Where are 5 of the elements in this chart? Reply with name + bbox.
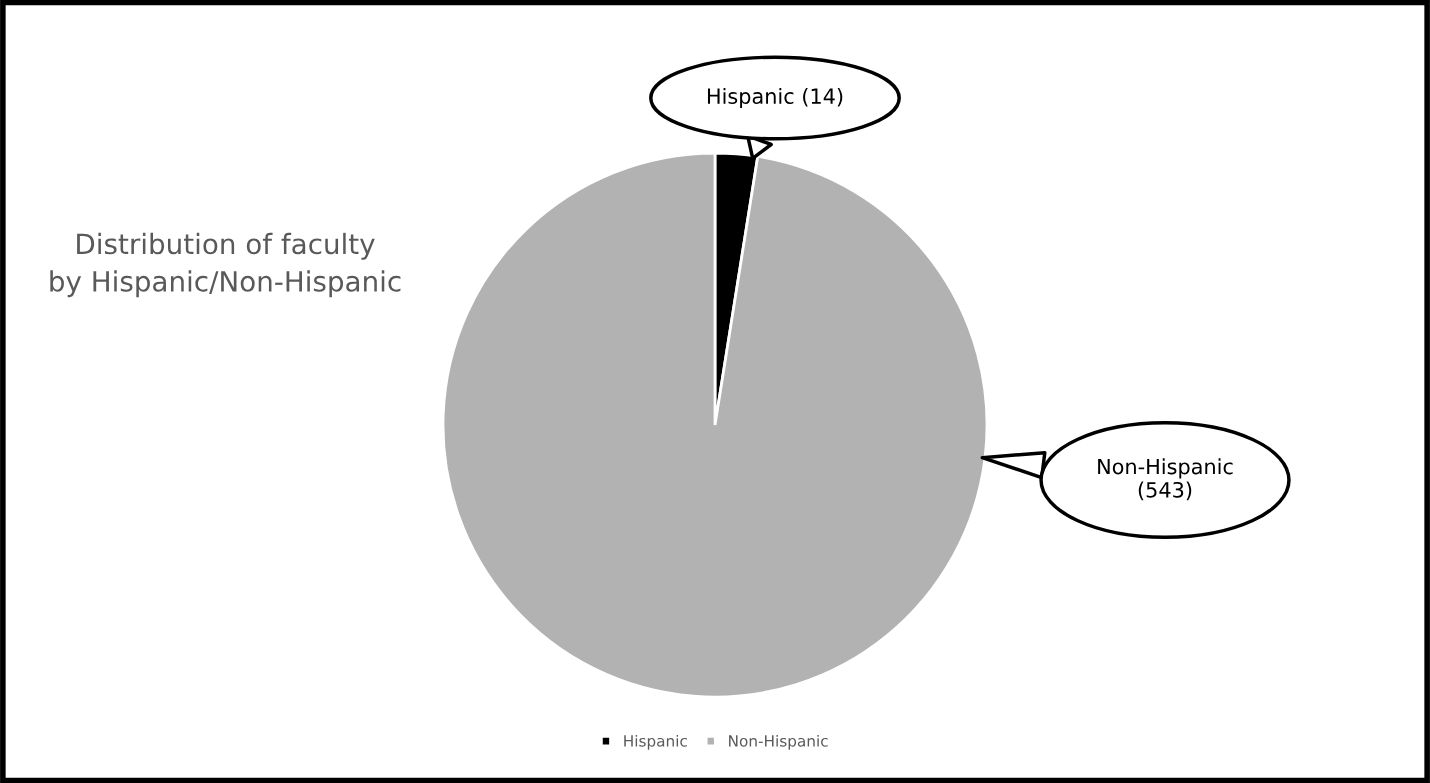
data-label: Hispanic (14): [707, 87, 843, 109]
legend-label: Hispanic: [624, 734, 687, 750]
legend-label: Non-Hispanic: [729, 734, 828, 750]
data-label: Non-Hispanic (543): [1098, 458, 1233, 501]
text: Distribution of faculty by Hispanic/Non-Hispanic: [50, 232, 401, 298]
